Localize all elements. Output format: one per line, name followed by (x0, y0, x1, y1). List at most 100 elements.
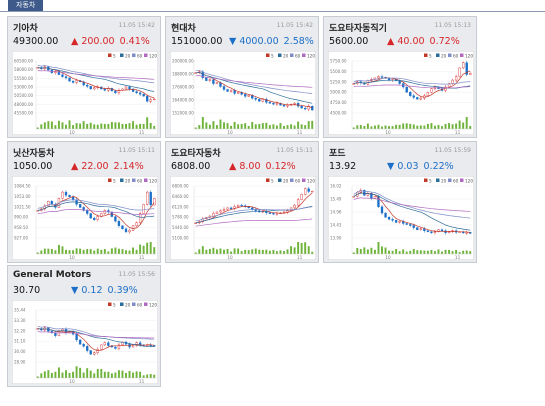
stock-card[interactable]: 포드 11.05 15:59 13.92 ▼ 0.03 0.22% 5 20 60 120 16.… (323, 141, 477, 263)
y-tick-label: 5000.00 (330, 90, 347, 95)
quote-time: 11.05 15:42 (118, 22, 155, 29)
volume-bar (430, 249, 433, 254)
volume-bar (135, 371, 138, 378)
volume-bar (304, 125, 307, 129)
volume-bar (352, 252, 355, 254)
moving-average-line (195, 69, 313, 94)
volume-bar (114, 247, 117, 254)
x-tick-label: 11 (455, 130, 461, 135)
candle-body (405, 223, 408, 225)
volume-bar (86, 249, 89, 254)
y-tick-label: 4500.00 (330, 111, 347, 116)
volume-bar (212, 121, 215, 129)
volume-bar (54, 371, 57, 378)
stock-card[interactable]: 기아차 11.05 15:42 49300.00 ▲ 200.00 0.41% 5 20 60… (7, 16, 161, 138)
volume-bar (419, 125, 422, 129)
volume-bar (93, 373, 96, 378)
volume-bar (381, 126, 383, 129)
y-tick-label: 50500.00 (14, 93, 34, 98)
volume-bar (300, 124, 303, 129)
volume-bar (72, 250, 75, 254)
legend-label: 120 (149, 54, 157, 59)
volume-bar (43, 248, 46, 254)
x-tick-label: 11 (297, 130, 303, 135)
candle-body (275, 213, 279, 215)
legend-label: 20 (283, 54, 289, 59)
candle-body (226, 207, 229, 210)
stock-price: 151000.00 (171, 36, 223, 47)
candle-body (64, 191, 68, 196)
stock-name[interactable]: 도요타자동직기 (329, 24, 387, 34)
volume-bar (72, 371, 75, 378)
volume-bar (265, 249, 268, 254)
y-tick-label: 13.90 (330, 236, 342, 241)
candle-body (272, 213, 275, 215)
volume-bar (117, 122, 120, 129)
volume-bar (89, 249, 92, 254)
x-tick-label: 11 (139, 379, 145, 384)
y-tick-label: 5750.00 (330, 59, 347, 64)
volume-bar (93, 124, 96, 129)
category-tab[interactable]: 자동차 (8, 0, 44, 11)
volume-bar (433, 251, 436, 254)
moving-average-line (37, 199, 155, 211)
volume-bar (412, 124, 415, 129)
y-tick-label: 14.96 (330, 210, 342, 215)
volume-bar (458, 252, 461, 254)
tab-underline (0, 11, 545, 12)
volume-bar (244, 249, 247, 254)
candle-body (258, 99, 261, 102)
volume-bar (100, 369, 103, 378)
volume-bar (377, 124, 380, 129)
candle-body (398, 80, 401, 84)
y-tick-label: 1021.50 (14, 204, 31, 209)
volume-bar (40, 124, 43, 129)
candle-body (268, 212, 272, 214)
candle-body (286, 104, 289, 107)
stock-name[interactable]: 기아차 (13, 24, 38, 34)
volume-bar (370, 247, 373, 254)
stock-card[interactable]: 도요타자동직기 11.05 15:13 5600.00 ▲ 40.00 0.72% 5 20… (323, 16, 477, 138)
stock-name[interactable]: 현대차 (171, 24, 196, 34)
candle-body (454, 76, 458, 81)
volume-bar (272, 249, 275, 254)
legend-label: 120 (307, 54, 315, 59)
volume-bar (300, 243, 303, 254)
candle-body (469, 72, 472, 75)
change-value: 40.00 (397, 36, 425, 47)
volume-bar (149, 122, 152, 129)
stock-name[interactable]: 닛산자동차 (13, 149, 55, 159)
candle-body (293, 102, 296, 105)
volume-bar (139, 123, 142, 129)
volume-bar (50, 372, 53, 378)
x-tick-label: 11 (455, 255, 461, 260)
candle-body (304, 107, 307, 110)
quote-time: 11.05 15:11 (118, 147, 155, 154)
quote-time: 11.05 15:13 (434, 22, 471, 29)
volume-bar (36, 252, 39, 254)
x-tick-label: 11 (297, 255, 303, 260)
legend-label: 120 (149, 179, 157, 184)
stock-card[interactable]: 닛산자동차 11.05 15:11 1050.00 ▲ 22.00 2.14% 5 20 60… (7, 141, 161, 263)
stock-card[interactable]: 현대차 11.05 15:42 151000.00 ▼ 4000.00 2.58% 5 20… (165, 16, 319, 138)
y-tick-label: 35.44 (14, 308, 26, 313)
x-tick-label: 10 (227, 255, 233, 260)
volume-bar (142, 245, 145, 254)
legend-swatch (120, 178, 124, 182)
legend-swatch (108, 178, 112, 182)
stock-card[interactable]: General Motors 11.05 15:56 30.70 ▼ 0.12 0.39… (7, 265, 161, 387)
stock-name[interactable]: 포드 (329, 149, 346, 159)
stock-card[interactable]: 도요타자동차 11.05 15:11 6808.00 ▲ 8.00 0.12% 5 20 60… (165, 141, 319, 263)
y-tick-label: 5440.00 (172, 225, 189, 230)
volume-bar (370, 126, 373, 129)
volume-bar (258, 249, 261, 254)
volume-bar (75, 366, 78, 378)
legend-swatch (448, 178, 452, 182)
legend-label: 120 (307, 179, 315, 184)
stock-name[interactable]: 도요타자동차 (171, 149, 221, 159)
volume-bar (79, 367, 82, 378)
stock-name[interactable]: General Motors (13, 270, 92, 280)
volume-bar (110, 373, 113, 378)
moving-average-line (195, 218, 313, 227)
candle-body (251, 207, 254, 210)
